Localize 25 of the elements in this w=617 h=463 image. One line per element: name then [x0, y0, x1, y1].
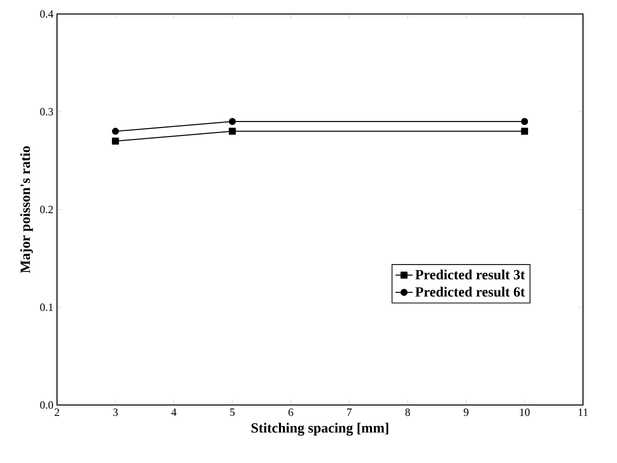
x-tick-label: 5: [230, 408, 235, 416]
x-tick-label: 7: [347, 408, 352, 416]
y-tick-label: 0.3: [40, 108, 54, 116]
x-axis-title: Stitching spacing [mm]: [252, 422, 388, 436]
x-tick-label: 10: [520, 408, 530, 416]
y-tick-label: 0.0: [40, 401, 54, 409]
point: [228, 128, 236, 135]
x-tick-label: 3: [113, 408, 118, 416]
point: [521, 118, 528, 126]
x-tick-label: 8: [405, 408, 410, 416]
point: [112, 138, 119, 145]
legend-label: Predicted result 3t: [415, 270, 525, 280]
x-tick-label: 9: [464, 408, 468, 416]
y-axis-title: Major poisson's ratio: [20, 146, 33, 274]
x-tick-label: 2: [54, 408, 60, 416]
x-tick-label: 4: [171, 408, 176, 416]
y-tick-label: 0.1: [40, 304, 53, 311]
x-tick-label: 6: [288, 408, 294, 416]
x-tick-label: 11: [578, 408, 588, 416]
legend-label: Predicted result 6t: [415, 286, 525, 297]
point: [228, 118, 236, 126]
point: [112, 128, 119, 135]
point: [521, 128, 528, 135]
y-tick-label: 0.2: [40, 206, 53, 214]
y-tick-label: 0.4: [40, 10, 54, 18]
